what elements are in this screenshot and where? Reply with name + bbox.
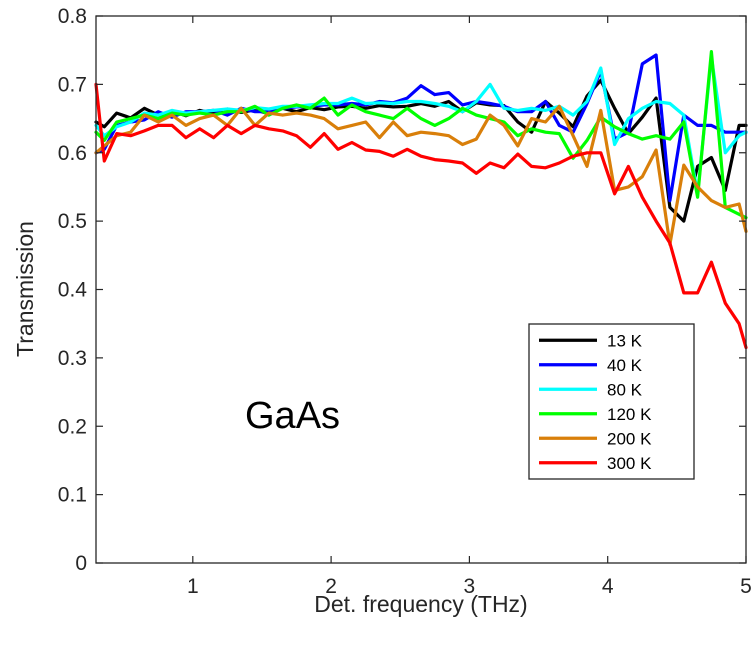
x-tick-label: 4 xyxy=(602,575,614,598)
y-tick-label: 0.2 xyxy=(58,415,87,438)
series-line-200k xyxy=(94,104,748,246)
plot-background xyxy=(96,16,746,563)
series-layer xyxy=(94,49,748,350)
x-tick-label: 5 xyxy=(740,575,752,598)
y-tick-label: 0.7 xyxy=(58,73,87,96)
y-tick-label: 0.6 xyxy=(58,142,87,165)
x-tick-label: 1 xyxy=(187,575,199,598)
y-tick-label: 0.4 xyxy=(58,279,88,302)
x-tick-label: 3 xyxy=(464,575,476,598)
x-tick-label: 2 xyxy=(325,575,337,598)
series-line-120k xyxy=(94,49,748,220)
y-tick-label: 0.8 xyxy=(58,5,87,28)
legend-label-80k: 80 K xyxy=(607,380,643,399)
legend-label-13k: 13 K xyxy=(607,331,643,350)
y-tick-label: 0.1 xyxy=(58,484,87,507)
legend-label-300k: 300 K xyxy=(607,454,652,473)
annotation-label: GaAs xyxy=(245,395,340,437)
y-axis-label: Transmission xyxy=(12,221,38,357)
legend: 13 K 40 K 80 K 120 K 200 K 300 K xyxy=(528,323,695,480)
axes-layer: 1 2 3 4 5 0 0.1 0.2 0.3 0.4 0.5 0.6 0.7 0.8 xyxy=(58,5,752,598)
legend-label-120k: 120 K xyxy=(607,405,652,424)
legend-box xyxy=(528,323,695,480)
series-line-300k xyxy=(94,82,748,350)
legend-label-40k: 40 K xyxy=(607,356,643,375)
y-tick-label: 0 xyxy=(75,552,87,575)
plot-area xyxy=(96,16,746,563)
y-tick-label: 0.3 xyxy=(58,347,87,370)
x-axis-label: Det. frequency (THz) xyxy=(314,591,527,617)
y-tick-label: 0.5 xyxy=(58,210,87,233)
legend-label-200k: 200 K xyxy=(607,429,652,448)
